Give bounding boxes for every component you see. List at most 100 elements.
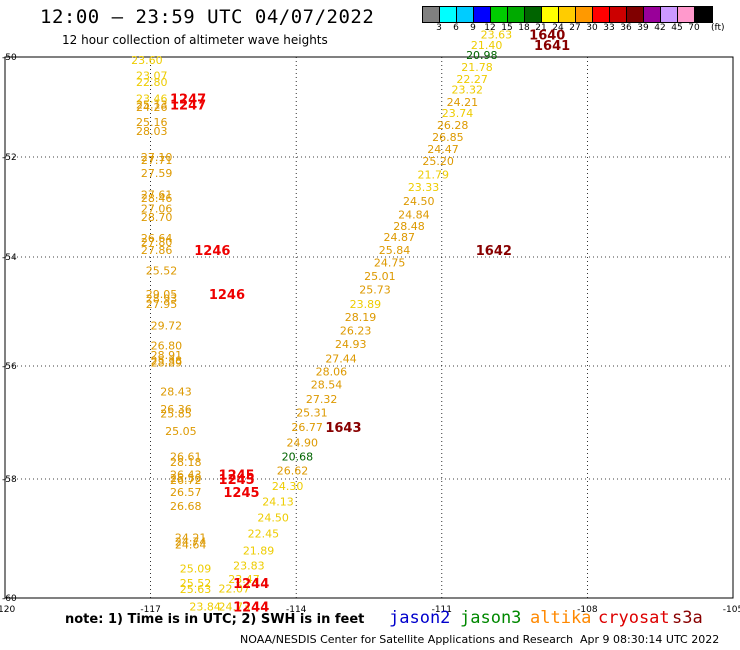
wave-height-value: 28.93	[146, 292, 178, 305]
wave-height-value: 24.87	[384, 231, 416, 244]
wave-height-value: 22.45	[248, 528, 280, 541]
wave-height-value: 24.84	[398, 209, 430, 222]
wave-height-value: 26.62	[277, 465, 309, 478]
wave-height-value: 24.64	[175, 538, 207, 551]
wave-height-value: 28.06	[316, 366, 348, 379]
wave-height-value: 21.89	[243, 544, 275, 557]
wave-height-value: 26.68	[170, 500, 202, 513]
pass-time-label: 1641	[534, 39, 570, 54]
legend-tick-label: 27	[569, 23, 581, 33]
wave-height-value: 28.46	[141, 192, 173, 205]
wave-height-value: 27.10	[141, 151, 173, 164]
wave-height-value: 24.30	[272, 480, 304, 493]
wave-height-value: 25.50	[170, 472, 202, 485]
pass-time-label: 1245	[219, 473, 255, 488]
wave-height-value: 27.71	[141, 154, 173, 167]
legend-tick-label: 3	[436, 23, 442, 33]
legend-swatch	[440, 7, 457, 22]
wave-height-value: 25.63	[180, 583, 212, 596]
wave-height-value: 27.80	[141, 236, 173, 249]
wave-height-value: 20.98	[466, 49, 498, 62]
wave-height-value: 27.44	[325, 352, 357, 365]
wave-height-value: 24.50	[403, 195, 435, 208]
wave-height-value: 21.79	[418, 169, 450, 182]
footer-credit: NOAA/NESDIS Center for Satellite Applica…	[240, 633, 574, 646]
x-tick-label: -108	[577, 605, 598, 615]
wave-height-value: 25.13	[136, 99, 168, 112]
satellite-label-jason2: jason2	[389, 608, 451, 628]
satellite-label-altika: altika	[530, 608, 592, 628]
wave-height-value: 24.13	[262, 496, 294, 509]
pass-time-label: 1245	[223, 486, 259, 501]
wave-height-value: 26.23	[340, 325, 372, 338]
wave-height-value: 29.72	[151, 320, 183, 333]
legend-swatch	[678, 7, 695, 22]
wave-height-value: 22.80	[136, 76, 168, 89]
wave-height-value: 24.75	[374, 256, 406, 269]
wave-height-value: 24.47	[427, 143, 459, 156]
wave-height-value: 26.36	[160, 403, 192, 416]
legend-unit: (ft)	[711, 23, 725, 33]
legend-tick-label: 12	[484, 23, 496, 33]
wave-height-value: 28.48	[393, 220, 425, 233]
wave-height-value: 23.33	[408, 181, 440, 194]
wave-height-value: 24.26	[136, 101, 168, 114]
wave-height-value: 27.95	[146, 298, 178, 311]
wave-height-value: 25.52	[180, 577, 212, 590]
legend-swatch	[593, 7, 610, 22]
legend-swatch	[423, 7, 440, 22]
wave-height-value: 28.89	[151, 357, 183, 370]
pass-time-label: 1640	[529, 29, 565, 44]
pass-time-label: 1643	[325, 421, 361, 436]
wave-height-value: 25.84	[379, 244, 411, 257]
legend-tick-label: 30	[586, 23, 598, 33]
legend-swatch	[559, 7, 576, 22]
wave-height-value: 26.80	[151, 339, 183, 352]
map-grid	[4, 56, 734, 599]
wave-height-value: 22.27	[456, 73, 488, 86]
legend-swatch	[474, 7, 491, 22]
x-tick-label: -117	[140, 605, 160, 615]
wave-height-value: 24.90	[286, 436, 318, 449]
wave-height-value: 28.03	[136, 125, 168, 138]
legend-tick-label: 45	[671, 23, 683, 33]
legend-tick-label: 9	[470, 23, 476, 33]
wave-height-value: 27.06	[141, 203, 173, 216]
legend-tick-label: 6	[453, 23, 459, 33]
legend-tick-label: 18	[518, 23, 530, 33]
y-tick-label: -58	[2, 475, 17, 485]
legend-swatch	[661, 7, 678, 22]
y-tick-label: -60	[2, 594, 17, 604]
color-scale-legend	[422, 6, 713, 23]
wave-height-value: 26.72	[170, 474, 202, 487]
wave-height-value: 26.57	[170, 486, 202, 499]
wave-height-value: 27.59	[141, 167, 173, 180]
legend-swatch	[491, 7, 508, 22]
wave-height-value: 28.91	[151, 349, 183, 362]
legend-swatch	[542, 7, 559, 22]
wave-height-value: 21.40	[471, 39, 503, 52]
wave-height-value: 23.47	[228, 573, 260, 586]
wave-height-value: 25.31	[296, 406, 328, 419]
legend-swatch	[644, 7, 661, 22]
wave-height-value: 23.74	[442, 107, 474, 120]
pass-time-label: 1247	[170, 99, 206, 114]
y-tick-label: -54	[2, 253, 17, 263]
wave-height-value: 24.50	[257, 512, 289, 525]
pass-time-label: 1642	[476, 244, 512, 259]
wave-height-value: 23.89	[350, 298, 382, 311]
wave-height-value: 22.07	[219, 582, 251, 595]
legend-swatch	[508, 7, 525, 22]
wave-height-value: 24.93	[335, 338, 367, 351]
wave-height-value: 24.74	[175, 535, 207, 548]
satellite-label-cryosat: cryosat	[598, 608, 670, 628]
wave-height-value: 25.20	[422, 155, 454, 168]
wave-height-value: 25.16	[136, 116, 168, 129]
y-tick-label: -52	[2, 153, 17, 163]
wave-height-value: 27.61	[141, 189, 173, 202]
wave-height-value: 23.83	[233, 559, 265, 572]
pass-time-label: 1244	[233, 577, 269, 592]
wave-height-value: 25.09	[180, 562, 212, 575]
wave-height-value: 26.77	[291, 421, 323, 434]
